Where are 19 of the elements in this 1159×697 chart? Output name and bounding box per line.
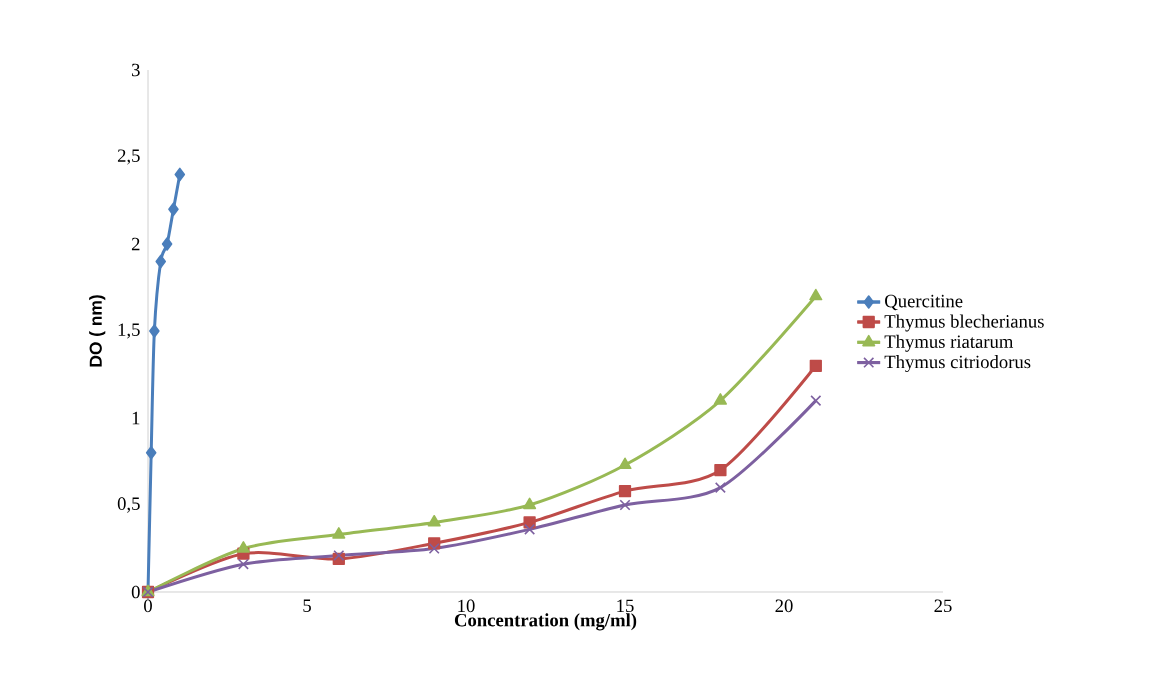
legend-label: Thymus citriodorus (884, 355, 1031, 373)
legend-label: Thymus riatarum (884, 334, 1014, 352)
x-axis-title: Concentration (mg/ml) (454, 613, 637, 631)
y-tick-label: 1,5 (118, 323, 140, 339)
y-tick-label: 2 (131, 237, 140, 251)
y-tick-label: 1 (132, 411, 140, 425)
x-tick-label: 15 (617, 599, 634, 613)
x-tick-label: 20 (775, 599, 793, 613)
y-tick-label: 0,5 (117, 497, 140, 513)
x-tick-label: 0 (144, 599, 152, 613)
y-tick-label: 3 (132, 63, 140, 77)
y-tick-label: 0 (131, 585, 140, 599)
legend-label: Thymus blecherianus (884, 314, 1044, 332)
y-tick-label: 2,5 (117, 149, 140, 165)
y-axis-title: DO ( nm) (89, 295, 106, 367)
x-tick-label: 5 (303, 599, 311, 612)
x-tick-label: 10 (458, 599, 475, 613)
legend-label: Quercitine (885, 294, 963, 311)
x-tick-label: 25 (934, 599, 952, 613)
